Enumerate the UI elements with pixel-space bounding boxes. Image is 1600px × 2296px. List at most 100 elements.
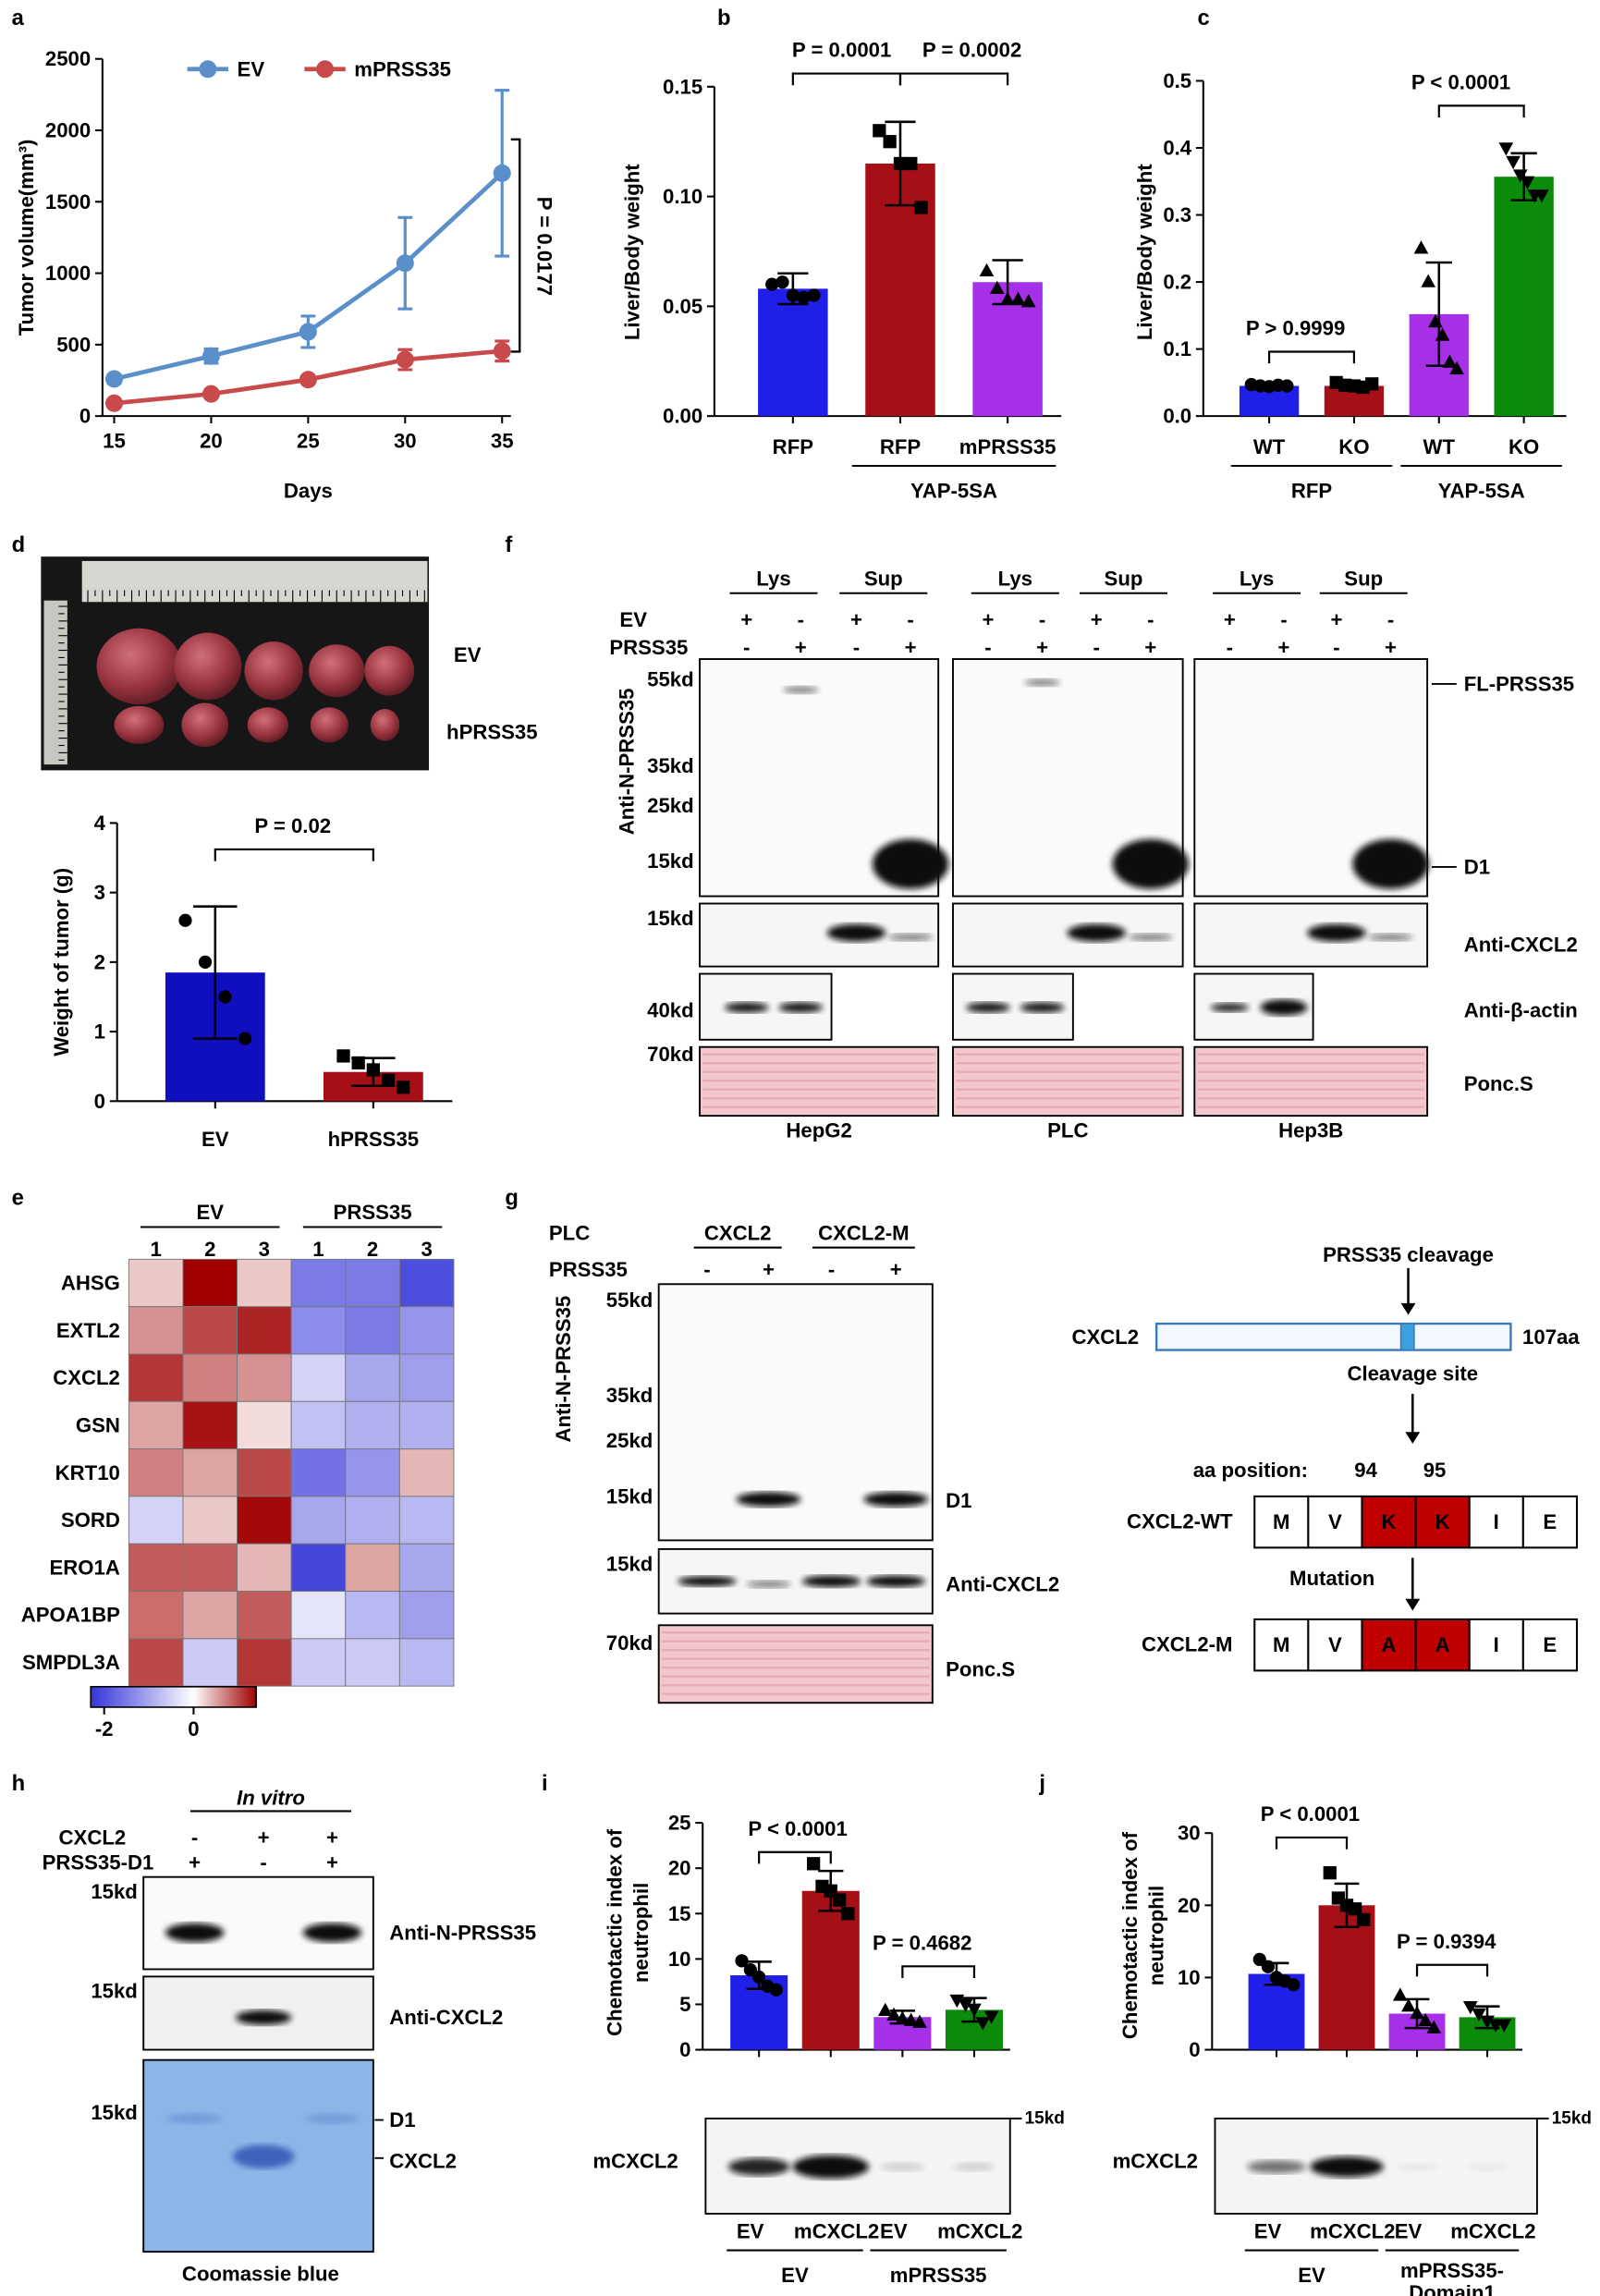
blot-band: [801, 1575, 861, 1588]
y-tick-label: 0.5: [1163, 69, 1191, 92]
group-label: mPRSS35: [890, 2264, 987, 2287]
annotation: P = 0.02: [254, 814, 331, 837]
arrowhead: [1405, 1432, 1421, 1444]
panel-letter: d: [12, 532, 26, 557]
row-label: PRSS35: [549, 1258, 628, 1281]
heatmap-cell: [237, 1448, 292, 1497]
heatmap-cell: [290, 1496, 347, 1545]
sign: -: [1039, 608, 1045, 631]
data-point: [1392, 1987, 1408, 2001]
y-tick-label: 0.15: [663, 75, 702, 98]
data-point: [1410, 2005, 1424, 2020]
heatmap-cell: [345, 1638, 400, 1687]
bar: [1494, 177, 1554, 417]
ruler: [81, 560, 428, 603]
tumor: [181, 702, 229, 748]
sign: +: [905, 636, 917, 659]
sign: -: [703, 1258, 710, 1281]
cell-line: Hep3B: [1278, 1118, 1343, 1142]
data-point: [396, 350, 414, 369]
data-point: [1261, 1960, 1276, 1973]
data-point: [1426, 2020, 1442, 2033]
lane-group: Sup: [1105, 567, 1143, 590]
lane-group: Sup: [1344, 567, 1383, 590]
sign: +: [1036, 636, 1048, 659]
heatmap-cell: [182, 1306, 238, 1355]
data-point: [1520, 176, 1535, 189]
data-point: [1280, 379, 1294, 393]
protein-bar: [1154, 1322, 1512, 1351]
y-axis-label: Chemotactic index of: [604, 1828, 627, 2036]
band-label: Anti-β-actin: [1464, 999, 1578, 1022]
heatmap-cell: [128, 1306, 184, 1355]
residue: E: [1543, 1510, 1557, 1533]
heatmap-cell: [128, 1496, 184, 1545]
y-tick-label: 20: [668, 1857, 691, 1880]
bracket: [1437, 104, 1525, 118]
group-label: PRSS35: [334, 1201, 412, 1224]
data-point: [397, 1081, 410, 1094]
sign: -: [1093, 636, 1100, 659]
diagram-label: 94: [1354, 1459, 1377, 1482]
bracket: [1415, 1963, 1489, 1977]
panel-letter: h: [12, 1771, 26, 1796]
annotation: P < 0.0001: [1411, 71, 1510, 94]
x-tick-label: KO: [1338, 435, 1369, 458]
marker-label: 15kd: [647, 907, 694, 930]
blot-band: [1352, 838, 1429, 889]
blot-band: [165, 1923, 225, 1943]
band-label: CXCL2: [389, 2149, 457, 2172]
panel-letter: f: [505, 532, 512, 557]
data-point: [336, 1049, 350, 1063]
arrowhead: [1400, 1302, 1416, 1315]
row-label: GSN: [76, 1413, 120, 1436]
band-label: Anti-CXCL2: [946, 1572, 1059, 1595]
annotation: P = 0.0001: [792, 39, 891, 62]
marker-label: 15kd: [606, 1484, 653, 1508]
residue: M: [1273, 1510, 1289, 1533]
bar: [1318, 1905, 1375, 2050]
blot-band: [1396, 2163, 1438, 2171]
y-tick-label: 1: [94, 1020, 105, 1044]
residue-box: [1361, 1495, 1417, 1549]
data-point: [1401, 1998, 1416, 2012]
x-tick-label: 25: [297, 430, 320, 453]
residue-box: [1253, 1618, 1310, 1672]
bracket: [901, 1965, 976, 1978]
row-label: CXCL2: [53, 1366, 120, 1389]
data-point: [105, 370, 124, 388]
marker-label: 15kd: [1552, 2109, 1592, 2129]
data-point: [786, 288, 800, 302]
data-point: [1349, 1902, 1362, 1916]
blot-band: [783, 686, 819, 694]
y-tick-label: 0: [79, 405, 91, 428]
sign: +: [850, 608, 862, 631]
lane-label: EV: [1254, 2219, 1282, 2242]
data-point: [765, 277, 779, 291]
heatmap-cell: [398, 1543, 455, 1593]
cell-line: PLC: [549, 1221, 590, 1244]
colorbar-label: 0: [188, 1717, 199, 1740]
data-point: [797, 290, 811, 304]
marker-label: 15kd: [647, 849, 694, 873]
sign: +: [1277, 636, 1289, 659]
band-label: Anti-N-PRSS35: [389, 1921, 536, 1944]
tumor: [370, 708, 400, 741]
heatmap-cell: [290, 1448, 347, 1497]
sign: -: [984, 636, 991, 659]
antibody-label: Anti-N-PRSS35: [552, 1296, 575, 1443]
data-point: [979, 263, 995, 277]
heatmap-cell: [345, 1591, 400, 1640]
blot-band: [1260, 999, 1308, 1016]
column-label: 1: [312, 1238, 324, 1261]
marker-label: 35kd: [647, 754, 694, 777]
legend-marker: [316, 60, 335, 79]
heatmap-cell: [398, 1448, 455, 1497]
x-tick-label: KO: [1508, 435, 1539, 458]
y-tick-label: 0: [94, 1090, 105, 1113]
blot-band: [1307, 923, 1366, 942]
y-tick-label: 0.2: [1163, 271, 1191, 294]
blot-band: [1310, 2156, 1384, 2178]
heatmap-cell: [398, 1306, 455, 1355]
